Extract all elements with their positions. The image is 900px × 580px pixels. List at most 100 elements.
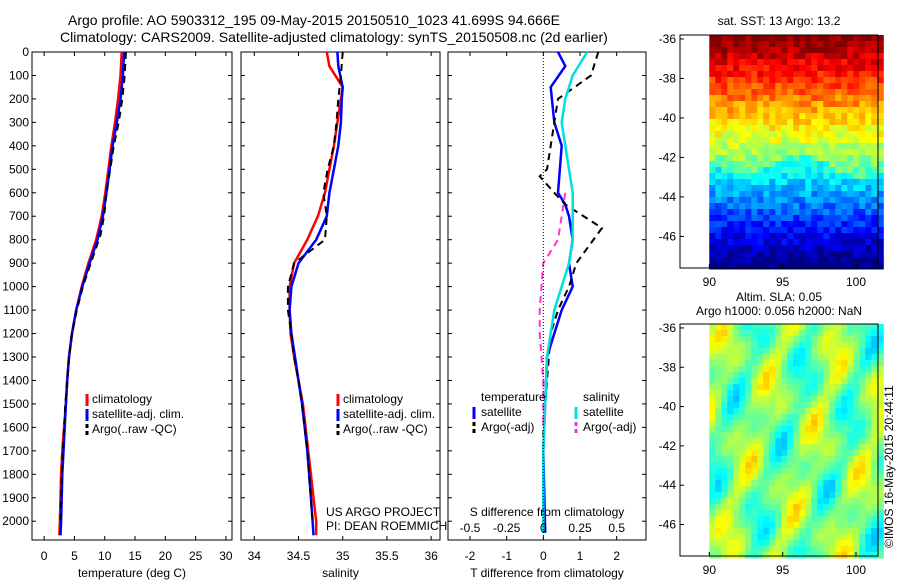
y-tick-label: 2000 bbox=[2, 514, 29, 528]
map-y-tick-label: -40 bbox=[659, 111, 677, 125]
temp-legend-label: climatology bbox=[92, 392, 152, 406]
sst-map-frame bbox=[679, 34, 879, 269]
series-salinity-argo-adj- bbox=[538, 192, 567, 428]
y-tick-label: 1100 bbox=[3, 303, 29, 317]
x-top-tick-label: -0.5 bbox=[460, 521, 481, 535]
map-x-tick-label: 100 bbox=[846, 275, 866, 289]
diff-legend-label: Argo(-adj) bbox=[481, 420, 534, 434]
map-y-tick-label: -42 bbox=[659, 150, 677, 164]
x-tick-label: 0 bbox=[540, 549, 547, 563]
map-x-tick-label: 90 bbox=[703, 275, 717, 289]
map-y-tick-label: -46 bbox=[659, 229, 677, 243]
map-x-tick-label: 100 bbox=[846, 563, 866, 577]
sst-map-title: sat. SST: 13 Argo: 13.2 bbox=[718, 14, 841, 28]
y-tick-label: 700 bbox=[9, 209, 29, 223]
figure-title-line2: Climatology: CARS2009. Satellite-adjuste… bbox=[60, 29, 608, 45]
x-tick-label: 35.5 bbox=[375, 549, 399, 563]
y-tick-label: 1700 bbox=[2, 444, 29, 458]
x-top-tick-label: 0.25 bbox=[568, 521, 592, 535]
sal-legend-label: satellite-adj. clim. bbox=[343, 407, 435, 421]
map-x-tick-label: 90 bbox=[703, 563, 717, 577]
x-tick-label: 2 bbox=[613, 549, 620, 563]
x-tick-label: 5 bbox=[71, 549, 78, 563]
series-climatology bbox=[58, 51, 123, 536]
x-axis-label: salinity bbox=[322, 566, 359, 580]
project-annotation: US ARGO PROJECT bbox=[326, 505, 441, 519]
y-tick-label: 900 bbox=[9, 256, 29, 270]
series-argo-raw-qc- bbox=[59, 51, 127, 522]
y-tick-label: 1400 bbox=[2, 373, 29, 387]
x-tick-label: 15 bbox=[128, 549, 142, 563]
y-tick-label: 1000 bbox=[2, 280, 29, 294]
x-tick-label: 20 bbox=[159, 549, 173, 563]
series-temperature-satellite bbox=[542, 51, 574, 534]
map-x-tick-label: 95 bbox=[776, 275, 790, 289]
y-tick-label: 1200 bbox=[2, 327, 29, 341]
series-satellite-adj-clim- bbox=[288, 51, 344, 536]
y-tick-label: 600 bbox=[9, 186, 29, 200]
y-tick-label: 1900 bbox=[2, 491, 29, 505]
map-y-tick-label: -36 bbox=[659, 321, 677, 335]
plot-frame-salinity-profile bbox=[240, 51, 441, 541]
map-y-tick-label: -40 bbox=[659, 400, 677, 414]
y-tick-label: 100 bbox=[9, 68, 29, 82]
plot-frame-difference-profile bbox=[447, 51, 647, 541]
diff-legend-label: satellite bbox=[583, 405, 624, 419]
x-tick-label: 34 bbox=[248, 549, 262, 563]
sla-map-frame bbox=[679, 323, 879, 557]
y-tick-label: 500 bbox=[9, 162, 29, 176]
x-tick-label: -2 bbox=[465, 549, 476, 563]
y-tick-label: 800 bbox=[9, 233, 29, 247]
diff-legend-label: Argo(-adj) bbox=[583, 420, 636, 434]
x-tick-label: 35 bbox=[336, 549, 350, 563]
diff-legend-title-temperature: temperature bbox=[481, 390, 546, 404]
sal-legend-label: Argo(..raw -QC) bbox=[343, 422, 428, 436]
imos-credit: ©IMOS 16-May-2015 20:44:11 bbox=[882, 385, 896, 548]
series-argo-raw-qc- bbox=[286, 51, 344, 522]
map-y-tick-label: -38 bbox=[659, 360, 677, 374]
x-tick-label: 10 bbox=[98, 549, 112, 563]
map-y-tick-label: -44 bbox=[659, 190, 677, 204]
map-y-tick-label: -38 bbox=[659, 71, 677, 85]
x-tick-label: 36 bbox=[424, 549, 438, 563]
figure-title-line1: Argo profile: AO 5903312_195 09-May-2015… bbox=[68, 12, 560, 28]
x-top-tick-label: -0.25 bbox=[493, 521, 521, 535]
y-tick-label: 200 bbox=[9, 92, 29, 106]
series-salinity-satellite bbox=[542, 51, 589, 533]
sst-map-cells bbox=[709, 35, 884, 270]
sla-map-title-1: Altim. SLA: 0.05 bbox=[736, 290, 822, 304]
x-top-axis-label: S difference from climatology bbox=[470, 505, 625, 519]
diff-legend-title-salinity: salinity bbox=[583, 390, 620, 404]
x-tick-label: 34.5 bbox=[287, 549, 311, 563]
temp-legend-label: satellite-adj. clim. bbox=[92, 407, 184, 421]
y-tick-label: 300 bbox=[9, 115, 29, 129]
series-climatology bbox=[288, 51, 345, 536]
x-tick-label: 30 bbox=[219, 549, 233, 563]
x-top-tick-label: 0.5 bbox=[608, 521, 625, 535]
x-tick-label: 25 bbox=[189, 549, 203, 563]
y-tick-label: 1800 bbox=[2, 467, 29, 481]
x-axis-label: temperature (deg C) bbox=[78, 566, 186, 580]
map-x-tick-label: 95 bbox=[776, 563, 790, 577]
map-y-tick-label: -42 bbox=[659, 439, 677, 453]
y-tick-label: 400 bbox=[9, 139, 29, 153]
diff-legend-label: satellite bbox=[481, 405, 522, 419]
map-y-tick-label: -44 bbox=[659, 478, 677, 492]
y-tick-label: 0 bbox=[22, 45, 29, 59]
plot-frame-temperature-profile bbox=[31, 51, 233, 541]
y-tick-label: 1600 bbox=[2, 420, 29, 434]
map-y-tick-label: -46 bbox=[659, 518, 677, 532]
y-tick-label: 1300 bbox=[2, 350, 29, 364]
sal-legend-label: climatology bbox=[343, 392, 403, 406]
x-top-tick-label: 0 bbox=[540, 521, 547, 535]
x-tick-label: 0 bbox=[41, 549, 48, 563]
x-tick-label: 1 bbox=[577, 549, 584, 563]
x-axis-label: T difference from climatology bbox=[470, 566, 624, 580]
y-tick-label: 1500 bbox=[2, 397, 29, 411]
sla-map-cells bbox=[709, 324, 884, 559]
series-satellite-adj-clim- bbox=[59, 51, 126, 536]
map-y-tick-label: -36 bbox=[659, 32, 677, 46]
project-annotation: PI: DEAN ROEMMICH bbox=[326, 519, 447, 533]
x-tick-label: -1 bbox=[501, 549, 512, 563]
